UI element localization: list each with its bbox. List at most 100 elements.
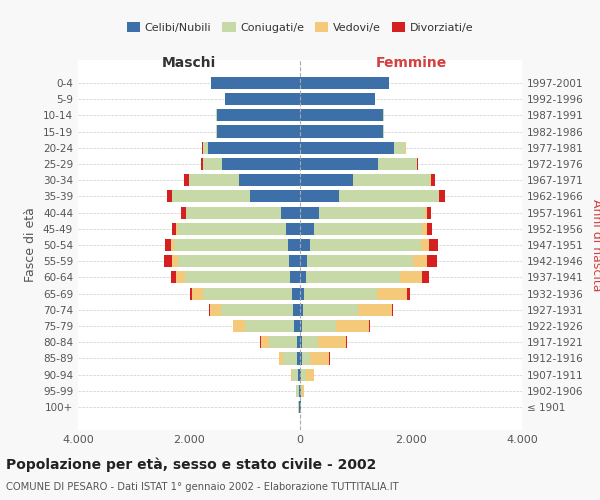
Bar — [427, 206, 431, 218]
Bar — [300, 142, 394, 154]
Bar — [185, 272, 290, 283]
Bar — [283, 352, 297, 364]
Bar — [178, 255, 289, 268]
Bar — [392, 304, 393, 316]
Bar — [184, 174, 189, 186]
Bar — [310, 352, 329, 364]
Bar — [269, 336, 296, 348]
Bar — [425, 206, 427, 218]
Bar — [208, 142, 300, 154]
Bar — [174, 239, 288, 251]
Bar — [186, 206, 281, 218]
Bar — [369, 320, 370, 332]
Bar — [300, 174, 353, 186]
Bar — [172, 190, 250, 202]
Bar — [239, 174, 300, 186]
Bar — [170, 239, 174, 251]
Bar — [203, 288, 292, 300]
Bar — [290, 368, 292, 381]
Bar — [422, 222, 427, 235]
Bar — [302, 320, 335, 332]
Bar — [339, 190, 439, 202]
Bar — [181, 206, 185, 218]
Bar — [225, 93, 300, 105]
Bar — [430, 239, 437, 251]
Bar — [300, 93, 375, 105]
Bar — [298, 401, 299, 413]
Bar — [300, 206, 319, 218]
Bar — [378, 158, 416, 170]
Legend: Celibi/Nubili, Coniugati/e, Vedovi/e, Divorziati/e: Celibi/Nubili, Coniugati/e, Vedovi/e, Di… — [122, 18, 478, 37]
Bar — [164, 255, 172, 268]
Text: Popolazione per età, sesso e stato civile - 2002: Popolazione per età, sesso e stato civil… — [6, 458, 376, 472]
Bar — [260, 336, 269, 348]
Bar — [394, 142, 406, 154]
Bar — [290, 272, 300, 283]
Bar — [298, 368, 300, 381]
Bar — [296, 336, 300, 348]
Bar — [383, 126, 385, 138]
Bar — [335, 320, 369, 332]
Bar — [305, 368, 314, 381]
Bar — [400, 272, 422, 283]
Bar — [300, 109, 383, 122]
Bar — [302, 336, 319, 348]
Bar — [209, 304, 210, 316]
Bar — [427, 222, 432, 235]
Bar — [300, 239, 310, 251]
Bar — [211, 77, 300, 89]
Bar — [165, 239, 170, 251]
Bar — [297, 352, 300, 364]
Bar — [217, 126, 300, 138]
Bar — [301, 385, 302, 397]
Bar — [302, 385, 304, 397]
Y-axis label: Fasce di età: Fasce di età — [25, 208, 37, 282]
Text: Maschi: Maschi — [162, 56, 216, 70]
Bar — [203, 142, 208, 154]
Bar — [286, 222, 300, 235]
Bar — [314, 222, 422, 235]
Bar — [421, 239, 430, 251]
Bar — [303, 304, 358, 316]
Bar — [292, 288, 300, 300]
Bar — [302, 352, 310, 364]
Bar — [300, 304, 303, 316]
Bar — [296, 385, 299, 397]
Bar — [202, 158, 203, 170]
Bar — [300, 352, 302, 364]
Bar — [250, 190, 300, 202]
Bar — [300, 158, 378, 170]
Bar — [279, 352, 283, 364]
Bar — [217, 109, 300, 122]
Bar — [300, 222, 314, 235]
Bar — [304, 288, 377, 300]
Bar — [422, 272, 430, 283]
Bar — [300, 368, 301, 381]
Bar — [301, 368, 305, 381]
Bar — [178, 222, 286, 235]
Bar — [170, 272, 176, 283]
Bar — [358, 304, 392, 316]
Bar — [407, 288, 410, 300]
Bar — [292, 368, 298, 381]
Bar — [417, 158, 418, 170]
Bar — [281, 206, 300, 218]
Bar — [300, 77, 389, 89]
Bar — [245, 320, 295, 332]
Text: Femmine: Femmine — [376, 56, 446, 70]
Bar — [210, 304, 221, 316]
Bar — [192, 288, 203, 300]
Bar — [300, 272, 305, 283]
Bar — [413, 255, 427, 268]
Bar — [176, 222, 178, 235]
Bar — [223, 158, 300, 170]
Bar — [288, 239, 300, 251]
Bar — [300, 385, 301, 397]
Bar — [289, 255, 300, 268]
Text: COMUNE DI PESARO - Dati ISTAT 1° gennaio 2002 - Elaborazione TUTTITALIA.IT: COMUNE DI PESARO - Dati ISTAT 1° gennaio… — [6, 482, 398, 492]
Bar — [295, 320, 300, 332]
Bar — [167, 190, 172, 202]
Bar — [427, 255, 437, 268]
Bar — [233, 320, 245, 332]
Bar — [300, 288, 304, 300]
